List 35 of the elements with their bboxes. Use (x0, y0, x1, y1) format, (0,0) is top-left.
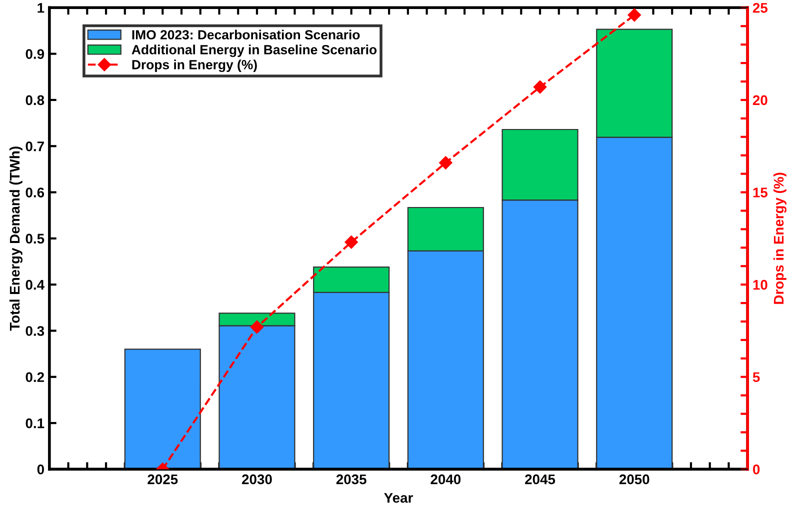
y2-tick-label: 25 (752, 2, 768, 13)
x-tick-label: 2045 (525, 474, 556, 484)
x-tick-label: 2035 (336, 474, 366, 484)
legend-label: Drops in Energy (%) (132, 60, 257, 72)
x-axis-title: Year (384, 493, 413, 503)
y-tick-label: 0.5 (26, 234, 44, 244)
point (628, 8, 641, 22)
bar (124, 348, 201, 470)
y2-tick-label: 0 (752, 464, 760, 474)
x-tick-label: 2030 (242, 474, 272, 484)
point (533, 80, 547, 94)
x-tick-label: 2025 (148, 474, 178, 484)
point (439, 156, 452, 170)
legend-label: Additional Energy in Baseline Scenario (132, 44, 377, 58)
y2-tick-label: 5 (752, 372, 760, 382)
y2-tick-label: 20 (752, 95, 768, 106)
y-tick-label: 0.4 (26, 280, 44, 290)
x-tick-label: 2050 (619, 474, 650, 484)
y-tick-label: 0.8 (26, 95, 44, 106)
y-tick-label: 0.7 (26, 141, 44, 152)
y-tick-label: 1 (38, 3, 44, 13)
y2-axis-title: Drops in Energy (%) (773, 172, 786, 304)
point (344, 236, 358, 249)
y-tick-label: 0 (37, 464, 44, 474)
y-tick-label: 0.2 (26, 372, 44, 382)
y-tick-label: 0.1 (26, 418, 44, 428)
point (250, 320, 264, 334)
y-tick-label: 0.6 (26, 188, 44, 198)
y-tick-label: 0.9 (26, 49, 44, 59)
y-tick-label: 0.3 (26, 326, 44, 336)
y2-tick-label: 10 (753, 280, 768, 290)
x-tick-label: 2040 (430, 474, 461, 484)
y-axis-title: Total Energy Demand (TWh) (9, 146, 22, 331)
y2-tick-label: 15 (753, 188, 768, 198)
legend-label: IMO 2023: Decarbonisation Scenario (132, 30, 360, 40)
